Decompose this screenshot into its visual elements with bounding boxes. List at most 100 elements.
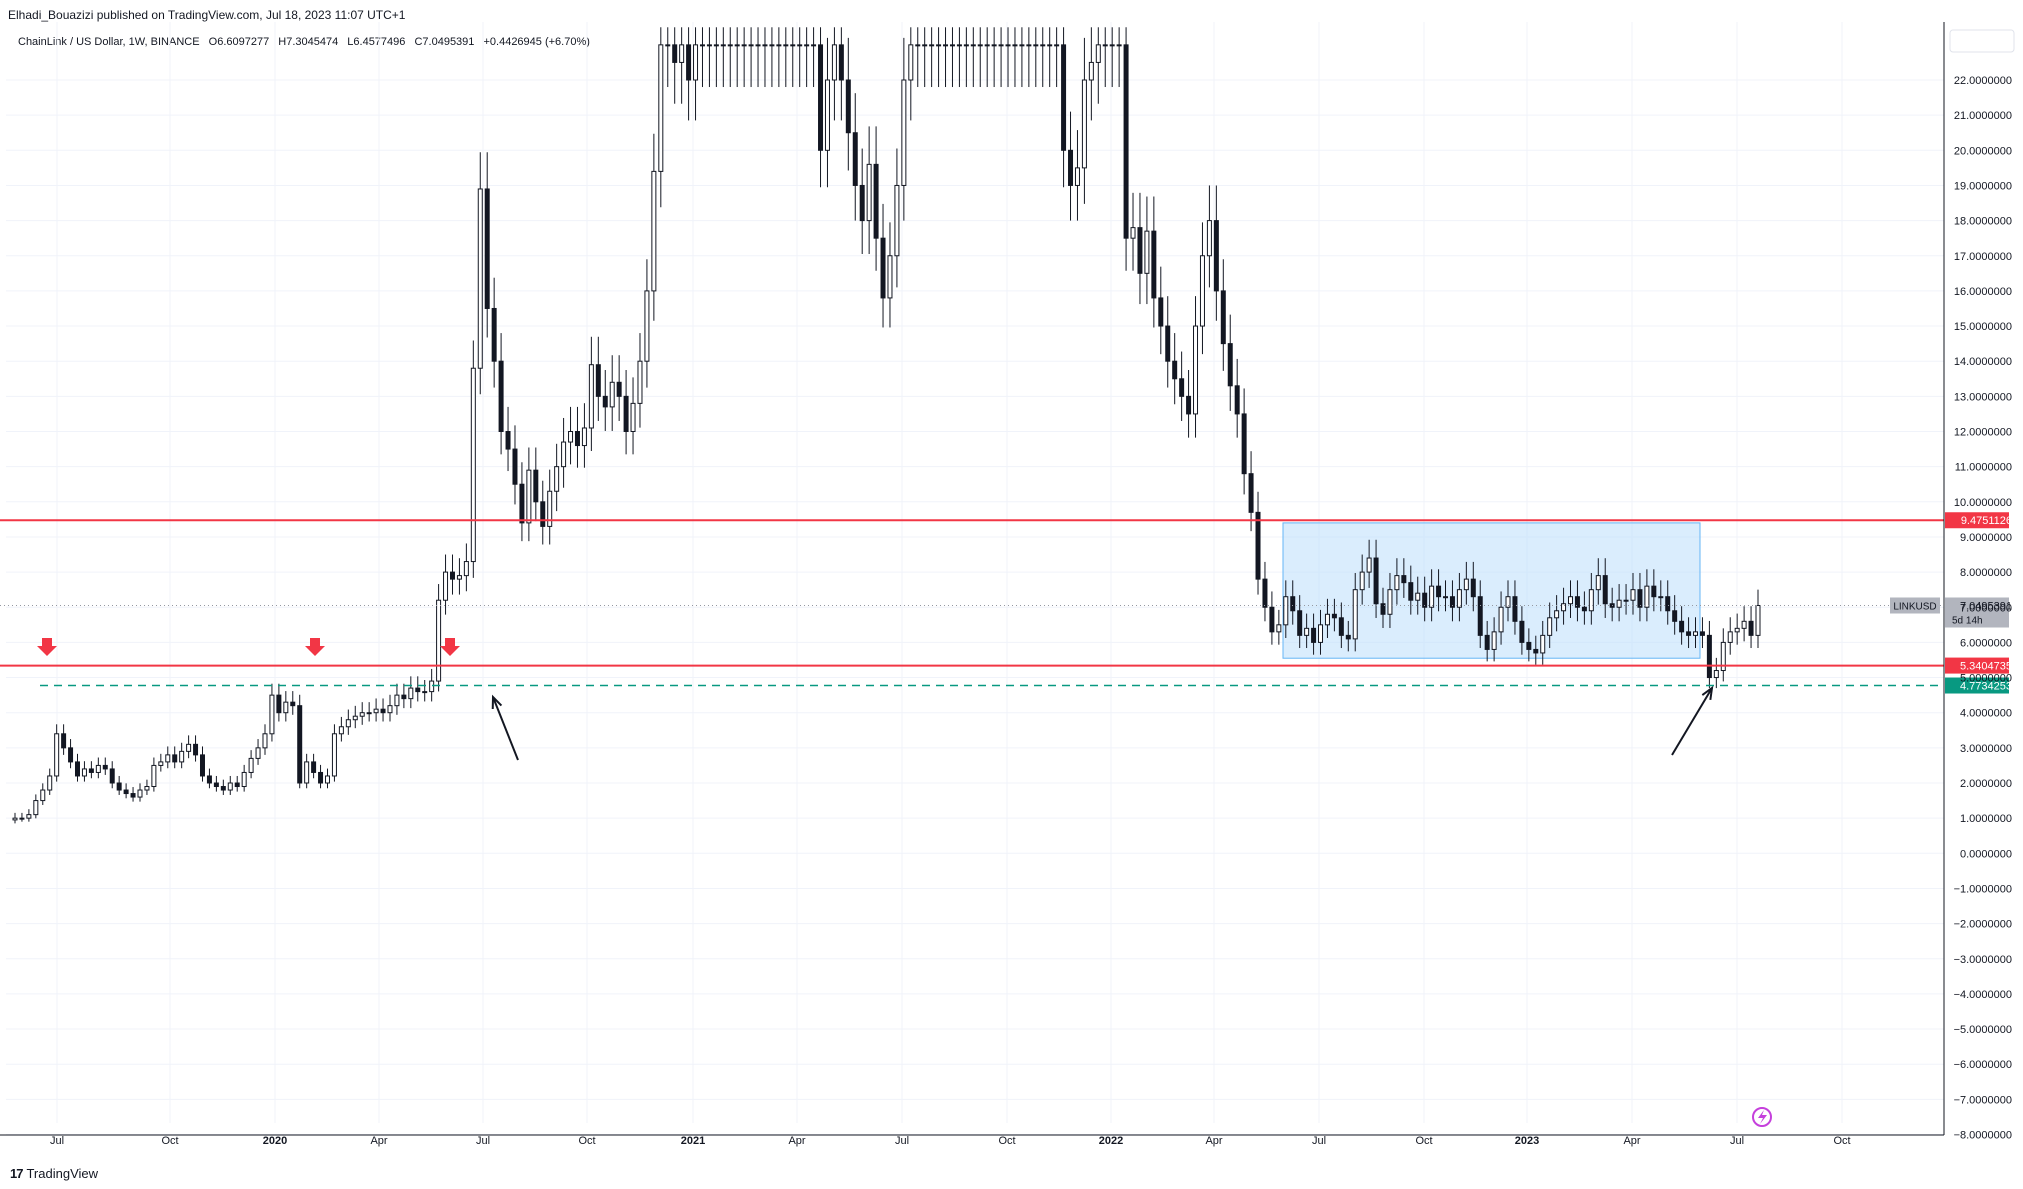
flash-icon[interactable] — [1752, 1107, 1772, 1127]
candle-body — [887, 255, 893, 299]
candle-body — [1331, 613, 1337, 619]
price-tick-label: 9.0000000 — [1960, 532, 2012, 544]
candle-body — [1561, 603, 1567, 612]
candle-body — [748, 44, 754, 47]
candle-body — [894, 184, 900, 257]
price-tick-label: 22.0000000 — [1954, 75, 2012, 87]
candle-body — [1463, 578, 1469, 591]
time-tick-label: Apr — [370, 1135, 387, 1147]
candle-body — [713, 44, 719, 47]
last-price-label: 7.0495391 — [1960, 600, 2012, 612]
candle-body — [1297, 610, 1303, 636]
price-tick-label: −1.0000000 — [1954, 883, 2012, 895]
candle-body — [1706, 634, 1712, 679]
candle-body — [1137, 227, 1143, 274]
candle-body — [1213, 220, 1219, 292]
level-price-tag — [1945, 657, 2009, 674]
candle-body — [248, 757, 254, 773]
candle-body — [1318, 624, 1324, 643]
candle-body — [1102, 44, 1108, 47]
candle-body — [151, 764, 157, 788]
candle-body — [1547, 617, 1553, 636]
candle-body — [1033, 44, 1039, 47]
candle-body — [255, 747, 261, 759]
candle-body — [859, 184, 865, 222]
candle-body — [651, 170, 657, 292]
price-tick-label: 16.0000000 — [1954, 286, 2012, 298]
pointer-arrowhead — [491, 694, 503, 710]
price-tick-label: −8.0000000 — [1954, 1130, 2012, 1142]
candle-body — [1595, 575, 1601, 591]
candle-body — [949, 44, 955, 47]
candle-body — [324, 775, 330, 784]
price-tick-label: 3.0000000 — [1960, 743, 2012, 755]
candle-body — [991, 44, 997, 47]
price-tick-label: 7.0000000 — [1960, 602, 2012, 614]
time-tick-label: Jul — [476, 1135, 490, 1147]
candle-body — [1491, 631, 1497, 650]
candle-body — [1727, 631, 1733, 643]
price-tick-label: 19.0000000 — [1954, 180, 2012, 192]
candle-body — [623, 395, 629, 433]
tradingview-logo[interactable]: 17 TradingView — [10, 1166, 98, 1181]
candle-body — [401, 694, 407, 700]
candle-body — [1436, 585, 1442, 598]
candle-body — [672, 44, 678, 63]
time-tick-label: Jul — [1312, 1135, 1326, 1147]
candle-body — [269, 694, 275, 735]
price-tick-label: 11.0000000 — [1955, 462, 2012, 474]
candle-body — [429, 680, 435, 693]
candle-body — [1734, 627, 1740, 633]
chart-overlays-front: 9.4751126 5.3404735 4.7734253 LINKUSD 7.0495… — [0, 512, 2012, 761]
candle-body — [1449, 596, 1455, 608]
time-tick-label: 2022 — [1099, 1135, 1123, 1147]
candle-body — [1658, 596, 1664, 599]
symbol-tag — [1890, 597, 1940, 614]
price-tick-label: 12.0000000 — [1954, 427, 2012, 439]
time-tick-label: Jul — [50, 1135, 64, 1147]
candle-body — [470, 367, 476, 563]
candle-body — [1311, 627, 1317, 643]
candle-body — [158, 761, 164, 766]
candle-body — [234, 782, 240, 788]
candle-body — [1081, 79, 1087, 169]
candle-body — [1755, 604, 1761, 636]
tradingview-logo-mark: 17 — [10, 1166, 24, 1181]
pointer-arrow — [492, 696, 519, 761]
consolidation-range-box — [1282, 522, 1701, 659]
candle-body — [797, 44, 803, 47]
price-tick-label: −2.0000000 — [1954, 919, 2012, 931]
candle-body — [699, 44, 705, 47]
candle-body — [755, 44, 761, 47]
candle-body — [1623, 599, 1629, 602]
time-tick-label: 2020 — [263, 1135, 287, 1147]
candle-body — [706, 44, 712, 47]
time-tick-label: Jul — [1730, 1135, 1744, 1147]
candle-body — [852, 132, 858, 186]
price-tick-label: 10.0000000 — [1954, 497, 2012, 509]
candle-body — [1387, 589, 1393, 615]
time-tick-label: Oct — [1833, 1135, 1850, 1147]
candle-body — [345, 719, 351, 728]
candle-body — [352, 715, 358, 721]
symbol-bar: ChainLink / US Dollar, 1W, BINANCE O6.60… — [18, 36, 596, 48]
candle-body — [1165, 325, 1171, 362]
candle-body — [936, 44, 942, 47]
candle-body — [1505, 596, 1511, 608]
candle-body — [297, 705, 303, 784]
candle-body — [1581, 606, 1587, 612]
time-tick-label: 2021 — [681, 1135, 705, 1147]
candle-body — [366, 712, 372, 715]
candle-body — [568, 431, 574, 443]
candle-body — [1713, 670, 1719, 679]
candle-body — [873, 163, 879, 239]
candle-body — [1255, 511, 1261, 580]
candle-body — [769, 44, 775, 47]
candle-body — [581, 427, 587, 447]
candle-body — [1456, 589, 1462, 608]
candle-body — [519, 483, 525, 524]
candle-body — [1276, 624, 1282, 633]
candle-body — [1422, 592, 1428, 608]
candle-body — [1290, 596, 1296, 612]
